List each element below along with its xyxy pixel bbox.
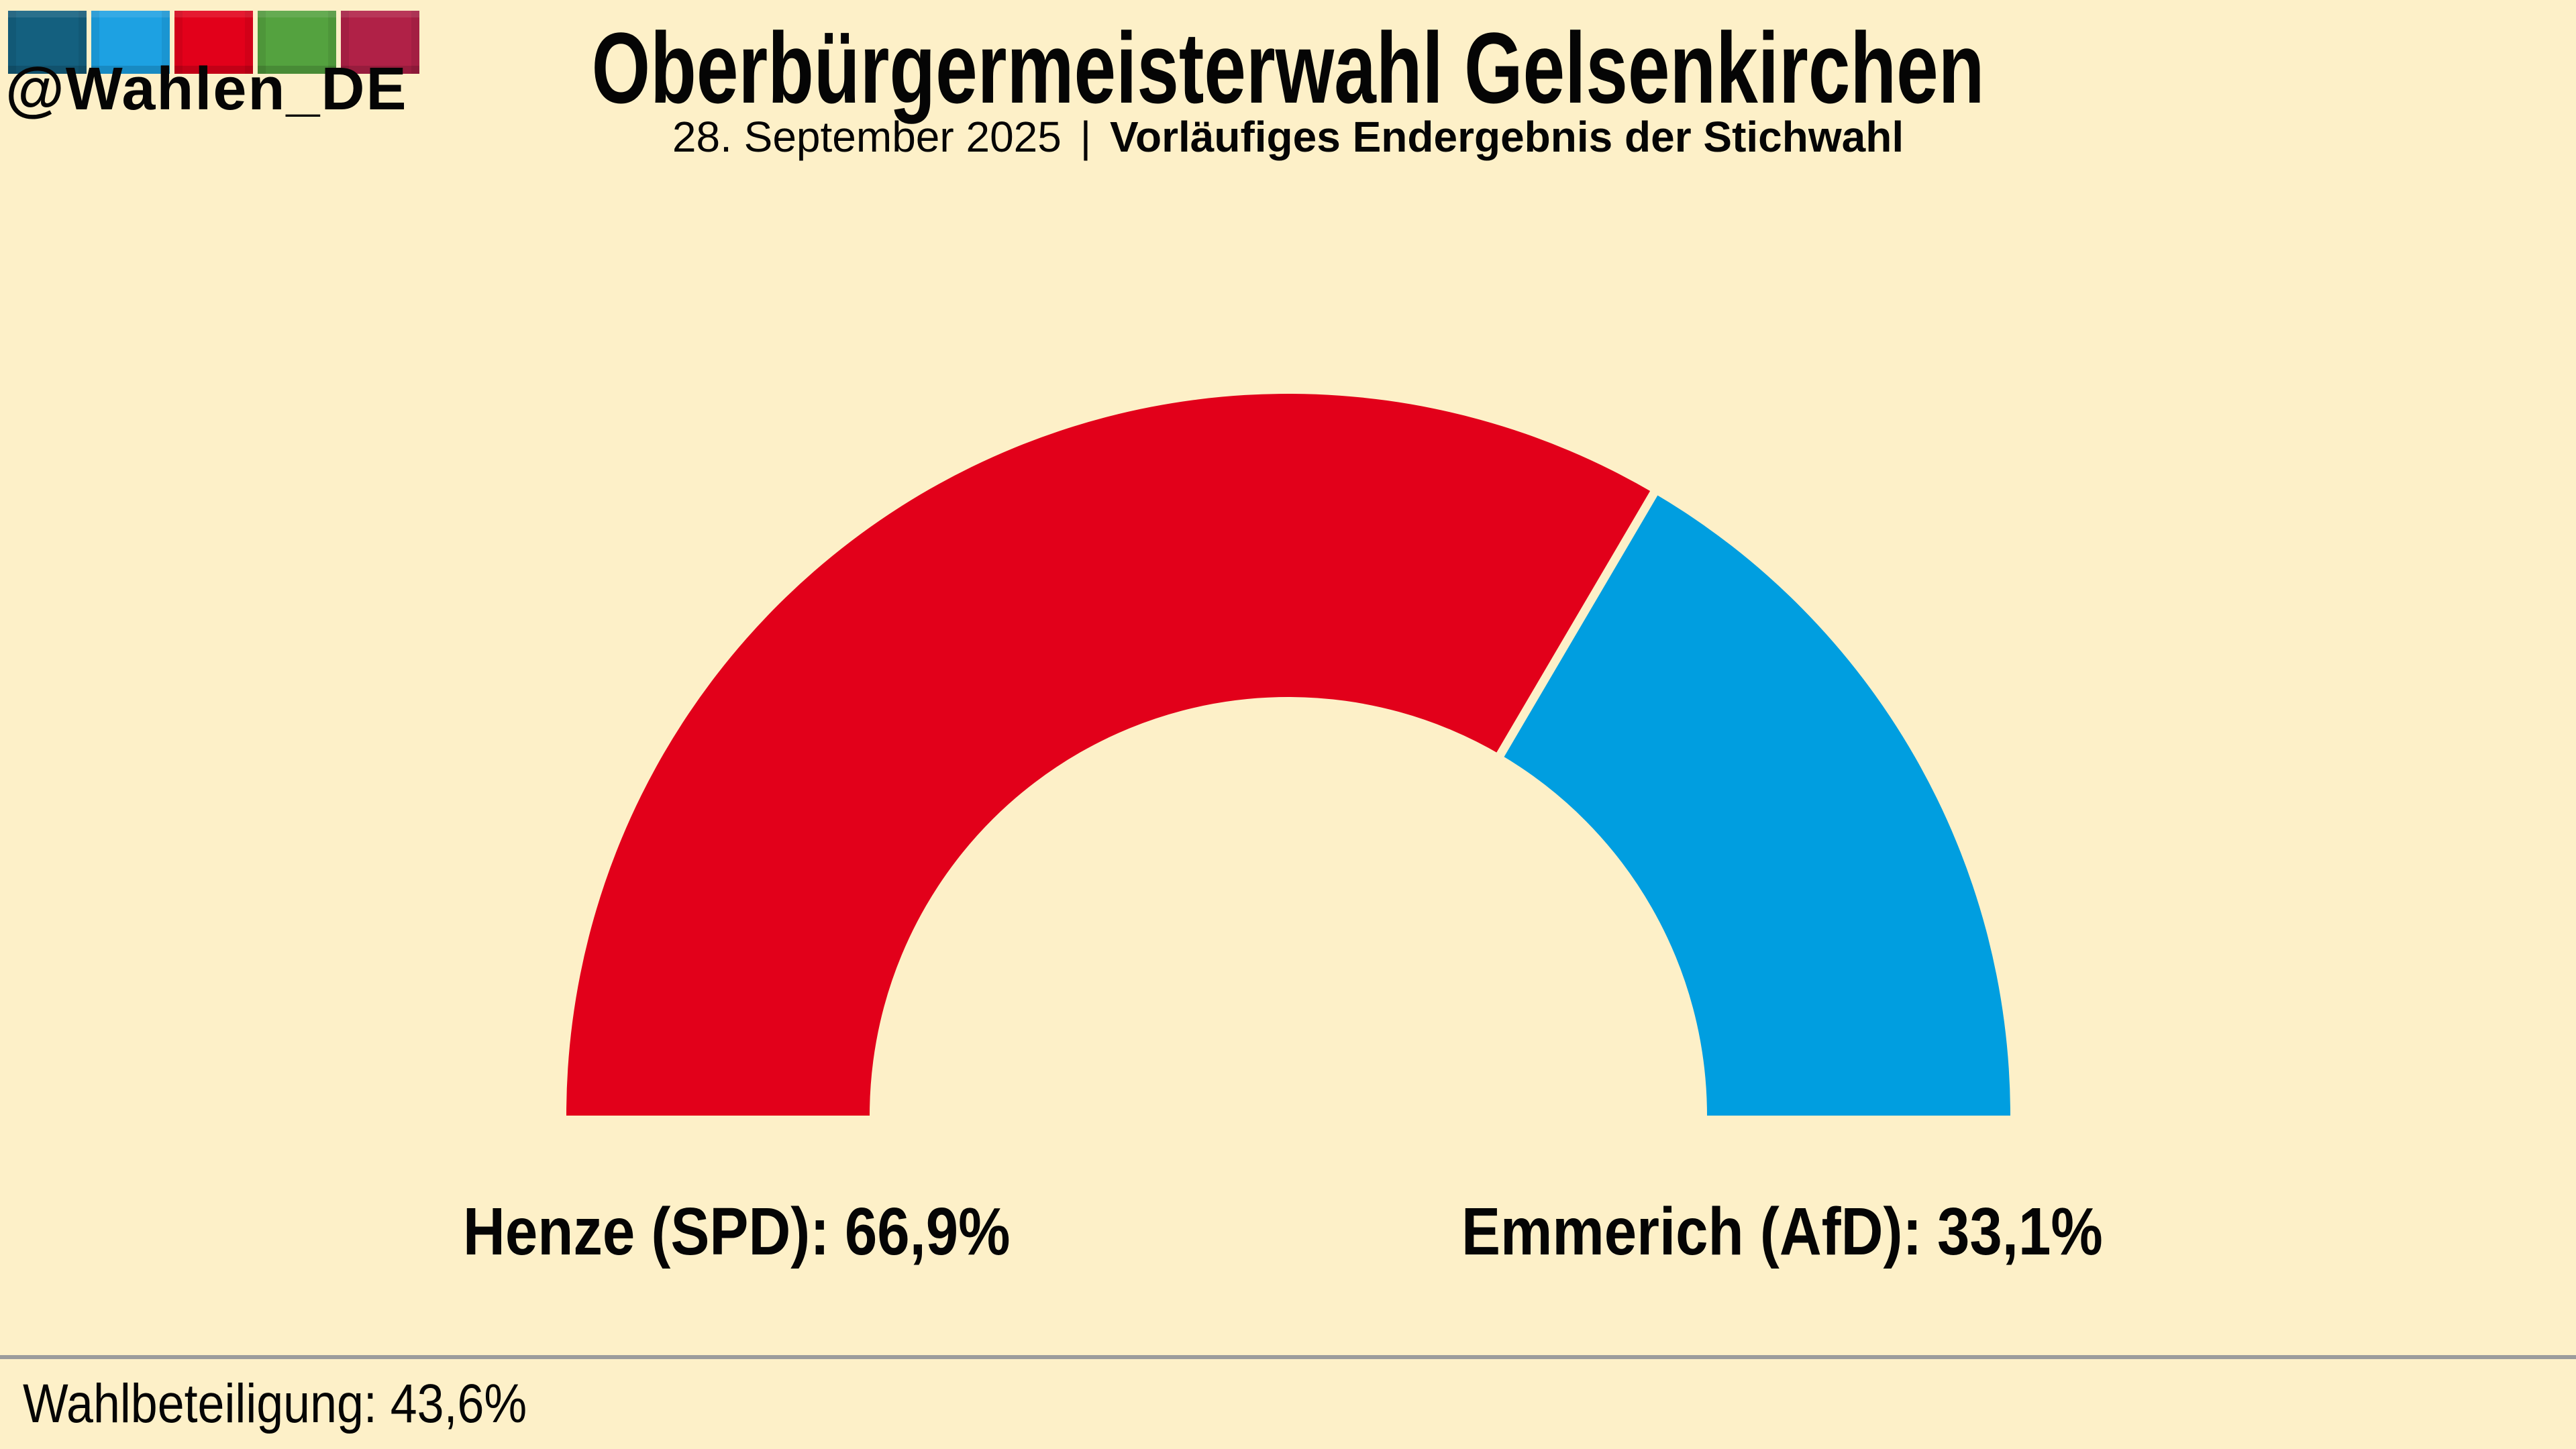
gauge-separator	[1494, 486, 1661, 762]
candidate-label-spd: Henze (SPD): 66,9%	[463, 1198, 1011, 1265]
candidate-value-spd: 66,9%	[844, 1194, 1011, 1269]
footer-divider-line	[0, 1355, 2576, 1359]
logo-square-crimson	[341, 11, 419, 74]
gauge-segment-spd	[566, 393, 1654, 1116]
subtitle-date: 28. September 2025	[672, 113, 1062, 161]
subtitle-result-status: Vorläufiges Endergebnis der Stichwahl	[1110, 113, 1904, 161]
gauge-segment-afd	[1500, 493, 2010, 1116]
turnout-text: Wahlbeteiligung: 43,6%	[23, 1373, 527, 1434]
logo-square-blue	[91, 11, 170, 74]
logo-square-red	[174, 11, 253, 74]
subtitle: 28. September 2025 | Vorläufiges Enderge…	[0, 115, 2576, 158]
candidate-value-afd: 33,1%	[1937, 1194, 2103, 1269]
candidate-name-spd: Henze (SPD):	[463, 1194, 830, 1269]
subtitle-divider: |	[1080, 113, 1092, 161]
logo-square-teal	[8, 11, 87, 74]
candidate-label-afd: Emmerich (AfD): 33,1%	[1461, 1198, 2103, 1265]
logo-square-green	[258, 11, 336, 74]
twitter-handle: @Wahlen_DE	[5, 56, 408, 123]
candidate-name-afd: Emmerich (AfD):	[1461, 1194, 1922, 1269]
logo-color-squares	[8, 11, 419, 74]
page-title: Oberbürgermeisterwahl Gelsenkirchen	[591, 11, 1985, 124]
